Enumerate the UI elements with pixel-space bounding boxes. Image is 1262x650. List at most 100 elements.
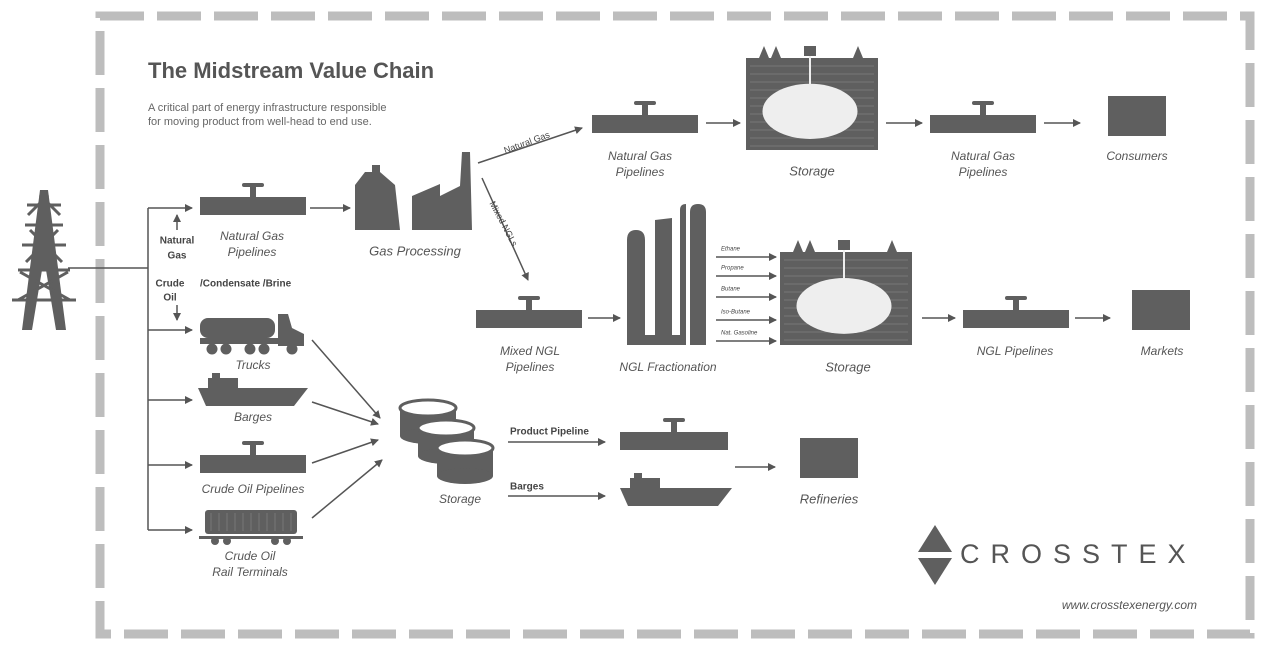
truck-chassis <box>200 338 280 344</box>
wheel <box>211 537 219 545</box>
derrick-strut <box>26 193 50 217</box>
wheel <box>283 537 291 545</box>
valve-stem <box>250 445 256 455</box>
label: Crude Oil <box>225 549 276 563</box>
derrick <box>22 190 66 330</box>
pipeline-icon <box>476 310 582 328</box>
valve-handle <box>518 296 540 300</box>
valve-stem <box>980 105 986 115</box>
label: A critical part of energy infrastructure… <box>148 102 386 114</box>
label: Natural Gas <box>220 229 284 243</box>
valve-stem <box>526 300 532 310</box>
storage-cap <box>838 240 850 250</box>
wheel <box>223 537 231 545</box>
label: /Condensate /Brine <box>200 279 292 290</box>
pipeline-icon <box>930 115 1036 133</box>
vent <box>793 240 803 252</box>
tank-top <box>416 418 476 438</box>
wheel <box>220 343 232 355</box>
label: Pipelines <box>506 360 555 374</box>
label: NGL Fractionation <box>619 360 716 374</box>
label: Storage <box>789 163 835 178</box>
valve-stem <box>250 187 256 197</box>
dashed-frame <box>95 11 1255 639</box>
label: for moving product from well-head to end… <box>148 116 372 128</box>
valve-handle <box>242 183 264 187</box>
shapes <box>12 46 1190 585</box>
rail-track <box>199 536 303 539</box>
label: Iso-Butane <box>721 310 751 316</box>
label: Pipelines <box>228 245 277 259</box>
valve-handle <box>634 101 656 105</box>
truck-cab <box>278 314 304 346</box>
barge-cabin <box>630 478 660 490</box>
valve-stem <box>1013 300 1019 310</box>
pipeline-icon <box>200 197 306 215</box>
arrow <box>311 401 379 426</box>
label: NGL Pipelines <box>977 344 1054 358</box>
derrick-strut <box>24 228 60 264</box>
label: Pipelines <box>616 165 665 179</box>
square-icon <box>1132 290 1190 330</box>
barge-cabin <box>208 378 238 390</box>
gas-processing <box>355 165 400 230</box>
vent <box>759 46 769 58</box>
label: www.crosstexenergy.com <box>1062 598 1197 612</box>
label: Ethane <box>721 247 741 253</box>
truck-tank <box>200 318 275 338</box>
label: Consumers <box>1106 149 1167 163</box>
label: Markets <box>1141 344 1184 358</box>
pipeline-icon <box>620 432 728 450</box>
label: Nat. Gasoline <box>721 331 758 337</box>
wheel <box>286 343 298 355</box>
label: Mixed NGL <box>500 344 560 358</box>
derrick-strut <box>17 270 69 302</box>
arrow <box>311 459 383 519</box>
valve-handle <box>972 101 994 105</box>
label: CROSSTEX <box>960 539 1197 569</box>
square-icon <box>1108 96 1166 136</box>
label: Gas Processing <box>369 243 462 258</box>
barge-mast <box>634 473 642 479</box>
tank-top <box>398 398 458 418</box>
label: Crude <box>156 279 185 290</box>
logo-mark <box>918 558 952 585</box>
label: Oil <box>163 293 177 304</box>
gas-processing <box>412 152 472 230</box>
label: Refineries <box>800 491 859 506</box>
tank-top <box>435 438 495 458</box>
pipeline-icon <box>592 115 698 133</box>
valve-stem <box>642 105 648 115</box>
square-icon <box>800 438 858 478</box>
label: Natural Gas <box>951 149 1015 163</box>
wheel <box>258 343 270 355</box>
label: Propane <box>721 266 744 272</box>
pipeline-icon <box>963 310 1069 328</box>
label: The Midstream Value Chain <box>148 58 434 83</box>
derrick-strut <box>28 228 64 264</box>
fractionation <box>690 204 706 345</box>
arrow <box>311 438 379 464</box>
valve-handle <box>242 441 264 445</box>
valve-handle <box>663 418 685 422</box>
arrow <box>311 339 381 419</box>
label: Natural Gas <box>608 149 672 163</box>
vent <box>805 240 815 252</box>
valve-stem <box>671 422 677 432</box>
wheel <box>206 343 218 355</box>
label: Storage <box>825 359 871 374</box>
label: Natural <box>160 236 195 247</box>
label: Pipelines <box>959 165 1008 179</box>
wheel <box>244 343 256 355</box>
valve-handle <box>1005 296 1027 300</box>
vent <box>887 240 897 252</box>
label: Mixed NGLs <box>488 199 520 248</box>
labels: The Midstream Value Chain A critical part… <box>148 58 1197 612</box>
vent <box>853 46 863 58</box>
tank-bottom <box>437 468 493 484</box>
label: Rail Terminals <box>212 565 288 579</box>
label: Natural Gas <box>503 129 552 155</box>
label: Trucks <box>235 358 270 372</box>
storage-cap <box>804 46 816 56</box>
